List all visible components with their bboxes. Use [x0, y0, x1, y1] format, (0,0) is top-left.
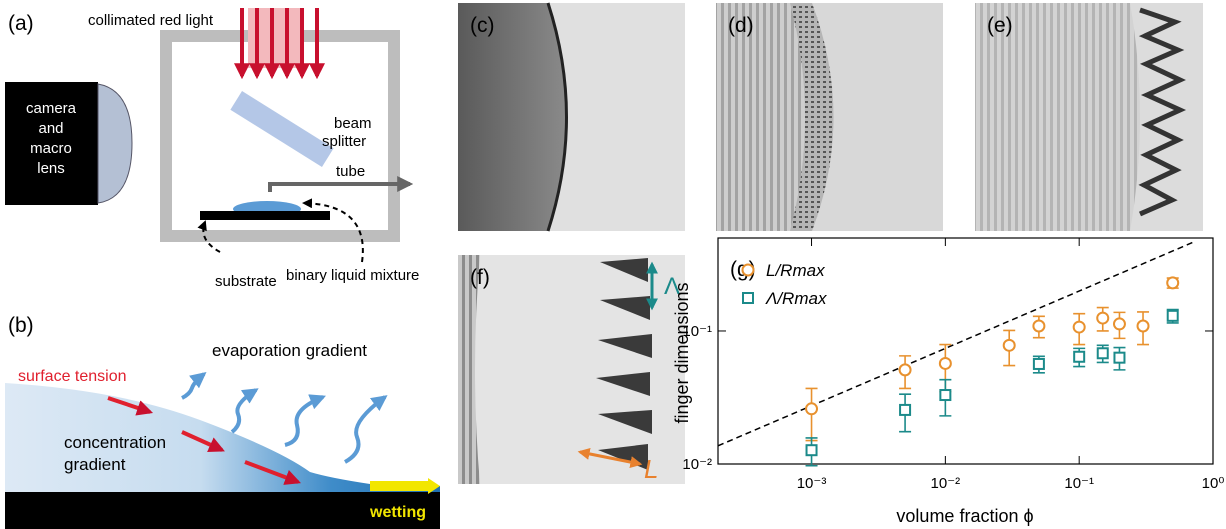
- legend-marker: [742, 292, 754, 304]
- droplet-region: [975, 3, 1140, 231]
- panel-label: (a): [8, 12, 34, 35]
- pointer: [197, 220, 221, 253]
- fingers: [1138, 7, 1187, 217]
- splitter-label: splitter: [322, 133, 366, 150]
- marker: [1112, 317, 1126, 331]
- evap-arrow: [230, 388, 259, 434]
- tube: [268, 176, 414, 192]
- x-tick-label: 10⁻¹: [1064, 475, 1094, 492]
- droplet-region: [716, 3, 805, 231]
- legend-marker: [741, 263, 755, 277]
- panel-c: (c): [458, 2, 685, 232]
- camera-label: and: [38, 120, 63, 137]
- x-tick-label: 10⁻²: [931, 475, 961, 492]
- light-label: collimated red light: [88, 12, 214, 29]
- panel-a: (a) collimated red light beam splitter c…: [5, 8, 419, 290]
- panel-label: (d): [728, 14, 754, 37]
- x-tick-label: 10⁰: [1202, 475, 1225, 492]
- spacing-label: Λ: [664, 273, 680, 300]
- substrate-label: substrate: [215, 273, 277, 290]
- concentration-label: gradient: [64, 455, 126, 474]
- pattern-band: [790, 3, 834, 231]
- panel-d: (d): [716, 3, 943, 231]
- fit-line: [717, 240, 1196, 447]
- concentration-label: concentration: [64, 433, 166, 452]
- marker: [1113, 351, 1126, 364]
- evap-arrow: [343, 395, 388, 464]
- legend-label: Λ/Rmax: [765, 289, 827, 308]
- droplet-region: [458, 255, 480, 484]
- marker: [939, 389, 952, 402]
- chart: (g) volume fraction ϕ finger dimensions …: [672, 237, 1225, 526]
- panel-label: (b): [8, 314, 34, 337]
- marker: [805, 444, 818, 457]
- x-tick-label: 10⁻³: [797, 475, 827, 492]
- marker: [1073, 350, 1086, 363]
- substrate: [5, 492, 440, 529]
- marker: [899, 403, 912, 416]
- droplet-region: [458, 3, 567, 231]
- legend-label: L/Rmax: [766, 261, 825, 280]
- tension-arrow: [181, 430, 225, 453]
- length-label: L: [644, 454, 658, 484]
- marker: [1072, 320, 1086, 334]
- evaporation-label: evaporation gradient: [212, 341, 367, 360]
- y-axis-label: finger dimensions: [672, 282, 692, 423]
- panel-e: (e): [975, 3, 1203, 231]
- panel-label: (e): [987, 14, 1013, 37]
- camera: [5, 82, 98, 205]
- contact-line: [546, 2, 568, 232]
- camera-label: lens: [37, 160, 65, 177]
- tension-arrow: [107, 396, 154, 416]
- marker: [1166, 276, 1180, 290]
- length-arrow: [577, 447, 643, 469]
- beam-splitter: [230, 91, 334, 167]
- panel-label: (f): [470, 266, 490, 289]
- panel-label: (c): [470, 14, 495, 37]
- camera-label: camera: [26, 100, 77, 117]
- tension-label: surface tension: [18, 368, 127, 385]
- marker: [1096, 347, 1109, 360]
- substrate: [200, 211, 330, 220]
- marker: [1032, 319, 1046, 333]
- wetting-label: wetting: [369, 504, 426, 521]
- y-tick-label: 10⁻¹: [682, 323, 712, 340]
- marker: [1096, 311, 1110, 325]
- tension-arrow: [244, 460, 301, 485]
- evap-arrow: [181, 372, 207, 400]
- splitter-label: beam: [334, 115, 372, 132]
- marker: [1136, 319, 1150, 333]
- x-axis-label: volume fraction ϕ: [896, 506, 1033, 526]
- camera-label: macro: [30, 140, 72, 157]
- marker: [938, 356, 952, 370]
- marker: [898, 363, 912, 377]
- wetting-arrowhead: [428, 478, 440, 494]
- panel-f: Λ L (f): [458, 255, 685, 484]
- y-tick-label: 10⁻²: [682, 456, 712, 473]
- tube-label: tube: [336, 163, 365, 180]
- evap-arrow: [284, 394, 326, 447]
- pointer: [302, 198, 364, 263]
- mixture-label: binary liquid mixture: [286, 267, 419, 284]
- lens: [97, 83, 133, 204]
- plot-frame: [717, 237, 1214, 465]
- light-arrows: [234, 8, 325, 80]
- marker: [1002, 338, 1016, 352]
- marker: [1032, 357, 1045, 370]
- panel-b: (b) surface tension evaporation gradient…: [5, 314, 440, 529]
- marker: [805, 402, 819, 416]
- marker: [1166, 309, 1179, 322]
